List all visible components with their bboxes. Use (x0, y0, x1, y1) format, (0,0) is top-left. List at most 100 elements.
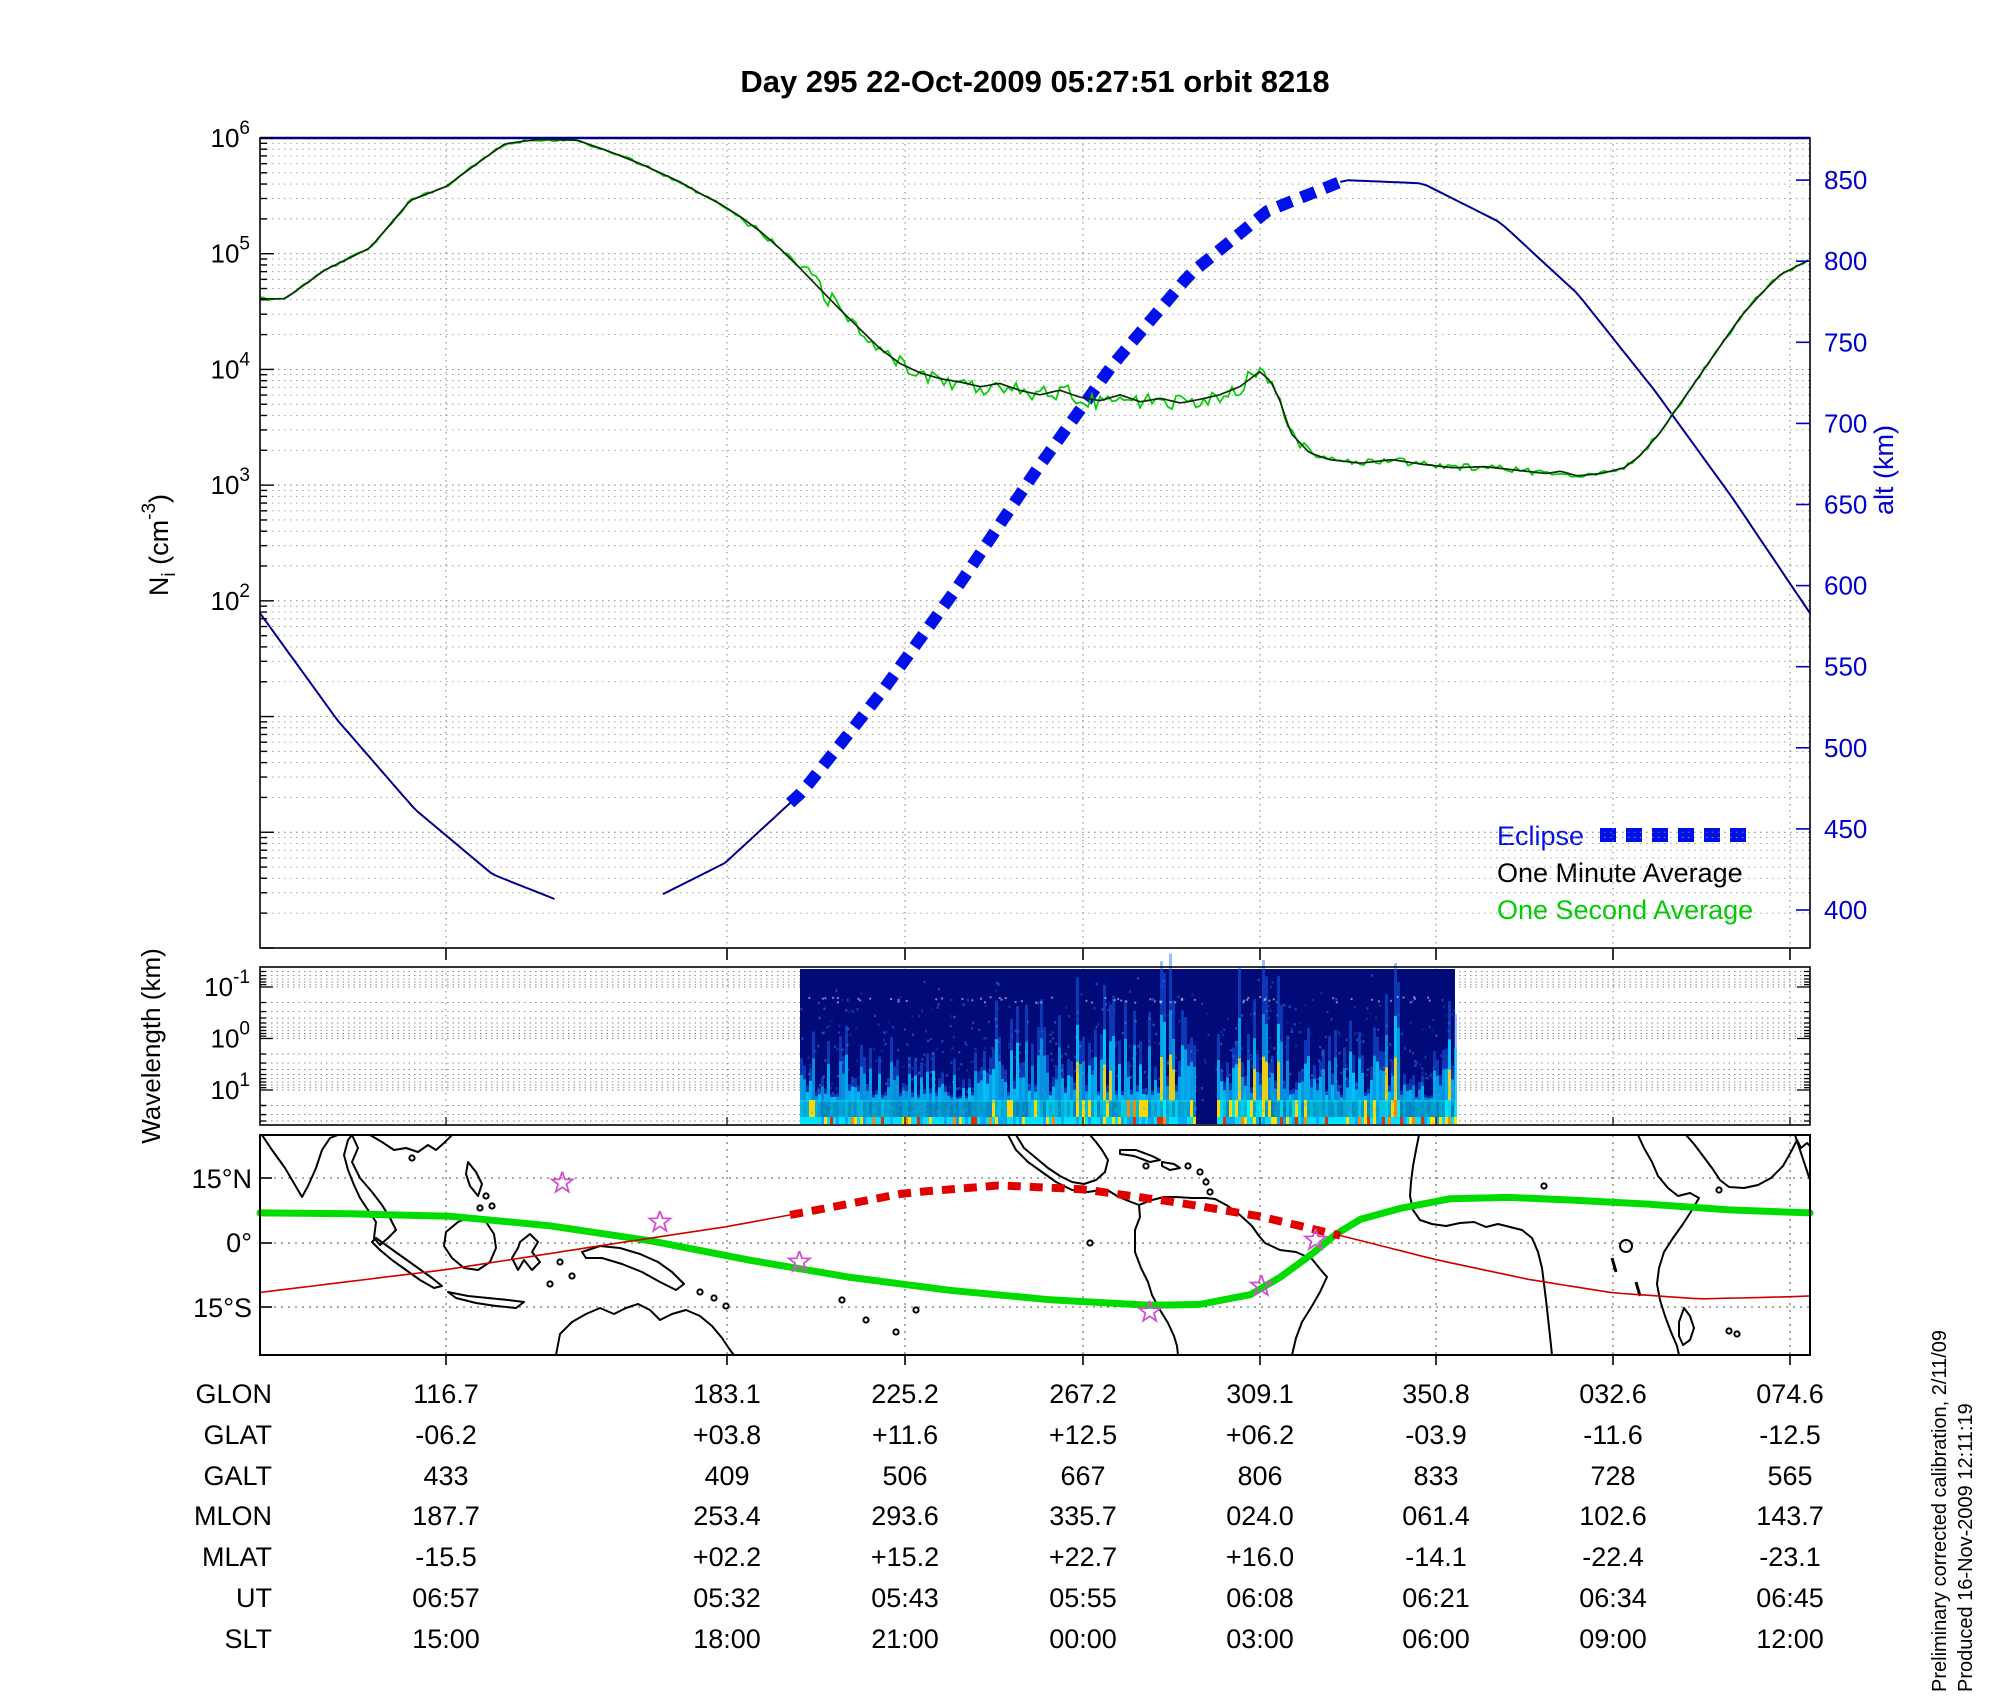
alt-tick-label: 700 (1824, 408, 1867, 438)
table-cell: +22.7 (1049, 1542, 1117, 1572)
alt-axis-label: alt (km) (1869, 425, 1899, 515)
table-cell: 00:00 (1049, 1624, 1117, 1654)
table-cell: 15:00 (412, 1624, 480, 1654)
table-cell: -12.5 (1759, 1420, 1821, 1450)
table-cell: 409 (704, 1461, 749, 1491)
table-row-label: SLT (224, 1624, 272, 1654)
wavelength-tick-label: 101 (211, 1070, 251, 1105)
table-cell: -11.6 (1583, 1420, 1643, 1450)
table-cell: 728 (1590, 1461, 1635, 1491)
alt-tick-label: 600 (1824, 571, 1867, 601)
top-panel-curves (259, 138, 1811, 900)
table-row-label: GLON (195, 1379, 272, 1409)
spectrogram (800, 953, 1457, 1124)
table-cell: 187.7 (412, 1501, 480, 1531)
table-cell: 183.1 (693, 1379, 761, 1409)
ground-station-star (1302, 1228, 1329, 1252)
table-cell: 335.7 (1049, 1501, 1117, 1531)
table-cell: 833 (1413, 1461, 1458, 1491)
table-row-label: MLON (194, 1501, 272, 1531)
table-row-label: GLAT (203, 1420, 272, 1450)
table-cell: -23.1 (1759, 1542, 1821, 1572)
table-row-label: UT (236, 1583, 272, 1613)
ground-station-star (1136, 1300, 1163, 1323)
alt-tick-label: 800 (1824, 246, 1867, 276)
table-row-label: MLAT (202, 1542, 272, 1572)
table-cell: -14.1 (1405, 1542, 1467, 1572)
alt-tick-label: 400 (1824, 895, 1867, 925)
wavelength-tick-label: 10-1 (204, 967, 250, 1002)
map-lat-label-0: 0° (226, 1228, 252, 1258)
table-cell: 12:00 (1756, 1624, 1824, 1654)
table-cell: +03.8 (693, 1420, 761, 1450)
table-cell: +16.0 (1226, 1542, 1294, 1572)
table-cell: 116.7 (413, 1379, 479, 1409)
table-cell: 565 (1767, 1461, 1812, 1491)
table-cell: 350.8 (1402, 1379, 1470, 1409)
table-cell: 024.0 (1226, 1501, 1294, 1531)
wavelength-axis-label: Wavelength (km) (136, 948, 166, 1144)
table-cell: -15.5 (415, 1542, 477, 1572)
table-cell: 06:00 (1402, 1624, 1470, 1654)
table-row-label: GALT (203, 1461, 272, 1491)
table-cell: -06.2 (415, 1420, 477, 1450)
table-cell: +06.2 (1226, 1420, 1294, 1450)
ground-station-star (646, 1210, 673, 1233)
note-calibration: Preliminary corrected calibration, 2/11/… (1929, 1330, 1951, 1692)
table-cell: 05:43 (871, 1583, 939, 1613)
table-cell: 267.2 (1049, 1379, 1117, 1409)
ni-tick-label: 103 (211, 465, 251, 500)
table-cell: 06:57 (412, 1583, 480, 1613)
top-panel-gridlines (260, 138, 1810, 948)
alt-tick-label: 500 (1824, 733, 1867, 763)
map-lat-label-15s: 15°S (193, 1293, 252, 1323)
table-cell: 032.6 (1579, 1379, 1647, 1409)
table-cell: 506 (882, 1461, 927, 1491)
table-cell: 06:45 (1756, 1583, 1824, 1613)
ni-tick-label: 106 (211, 118, 251, 153)
table-cell: 06:08 (1226, 1583, 1294, 1613)
table-cell: 09:00 (1579, 1624, 1647, 1654)
ni-axis-label: Ni (cm-3) (139, 494, 180, 596)
panel-borders (259, 136, 1811, 1356)
table-cell: +11.6 (872, 1420, 938, 1450)
ground-station-star (786, 1250, 813, 1273)
legend-one-second-label: One Second Average (1497, 895, 1753, 925)
note-produced: Produced 16-Nov-2009 12:11:19 (1955, 1403, 1977, 1692)
alt-tick-label: 750 (1824, 327, 1867, 357)
table-cell: 074.6 (1756, 1379, 1824, 1409)
ground-station-star (549, 1171, 576, 1194)
table-cell: 05:55 (1049, 1583, 1117, 1613)
table-cell: 806 (1237, 1461, 1282, 1491)
map-lat-label-15n: 15°N (192, 1164, 252, 1194)
legend-one-minute-label: One Minute Average (1497, 858, 1743, 888)
alt-tick-label: 450 (1824, 814, 1867, 844)
axis-ticks (260, 137, 1810, 1365)
table-cell: 21:00 (871, 1624, 939, 1654)
table-cell: -22.4 (1582, 1542, 1644, 1572)
table-cell: -03.9 (1405, 1420, 1467, 1450)
alt-tick-label: 850 (1824, 165, 1867, 195)
table-cell: 309.1 (1226, 1379, 1294, 1409)
table-cell: 433 (423, 1461, 468, 1491)
ni-tick-label: 102 (211, 581, 251, 616)
alt-tick-label: 550 (1824, 652, 1867, 682)
table-cell: +15.2 (871, 1542, 939, 1572)
wavelength-tick-label: 100 (211, 1019, 251, 1054)
table-cell: 253.4 (693, 1501, 761, 1531)
ni-tick-label: 104 (211, 349, 251, 384)
table-cell: 143.7 (1756, 1501, 1824, 1531)
table-cell: 06:21 (1402, 1583, 1470, 1613)
table-cell: 102.6 (1579, 1501, 1647, 1531)
table-cell: 03:00 (1226, 1624, 1294, 1654)
page-title: Day 295 22-Oct-2009 05:27:51 orbit 8218 (740, 64, 1329, 99)
world-map (256, 1134, 1814, 1356)
ni-tick-label: 105 (211, 234, 251, 269)
legend-eclipse-label: Eclipse (1497, 821, 1584, 851)
axis-tick-labels: 106 105 104 103 102 10-1 100 101 850 800 750 700 650… (204, 118, 1867, 1105)
table-cell: +12.5 (1049, 1420, 1117, 1450)
table-cell: 18:00 (693, 1624, 761, 1654)
table-cell: +02.2 (693, 1542, 761, 1572)
table-cell: 667 (1060, 1461, 1105, 1491)
